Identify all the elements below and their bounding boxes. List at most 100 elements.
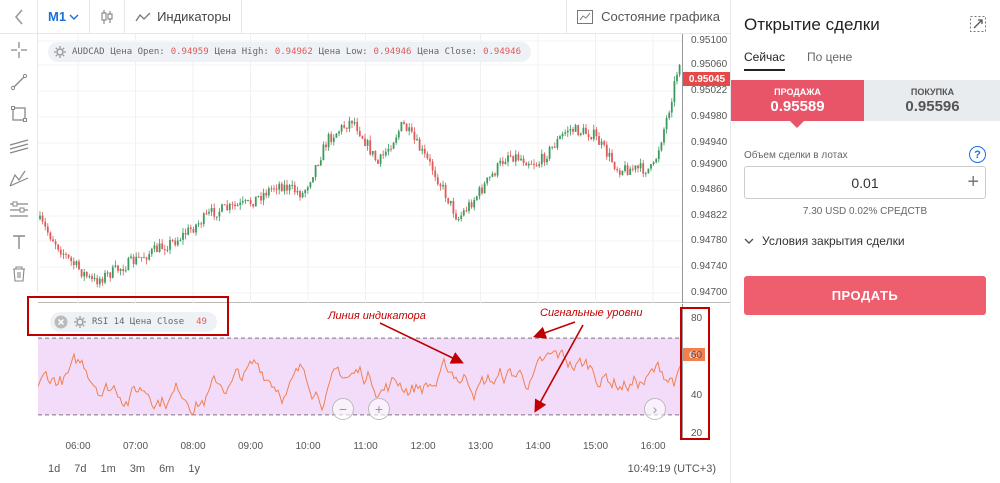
candle-body (405, 123, 408, 132)
zoom-in-button[interactable]: + (368, 398, 390, 420)
close-icon[interactable] (54, 315, 68, 329)
candle-body (262, 192, 265, 201)
range-button[interactable]: 6m (159, 463, 175, 475)
chart-type-button[interactable] (90, 0, 126, 34)
candle-body (205, 213, 208, 215)
candle-body (598, 136, 600, 145)
candle-body (340, 125, 343, 132)
candle-body (369, 140, 372, 155)
tab-now[interactable]: Сейчас (744, 50, 785, 71)
price-tick: 0.94860 (691, 184, 728, 195)
range-button[interactable]: 7d (74, 463, 87, 475)
time-tick: 14:00 (525, 441, 551, 452)
candle-body (379, 154, 382, 164)
plus-icon[interactable]: + (967, 171, 979, 193)
candle-body (512, 155, 515, 162)
price-chart[interactable]: AUDCAD Цена Open: 0.94959 Цена High: 0.9… (38, 34, 731, 303)
candle-body (286, 184, 288, 191)
candle-body (317, 165, 320, 167)
buy-price: 0.95596 (905, 98, 960, 115)
trendline-tool[interactable] (0, 66, 38, 98)
candle-body (174, 240, 177, 246)
candle-body (330, 134, 333, 142)
sell-option[interactable]: ПРОДАЖА 0.95589 (731, 80, 864, 121)
price-tick: 0.95100 (691, 35, 728, 46)
volume-field[interactable]: + (744, 166, 986, 199)
candle-body (655, 159, 658, 163)
buy-option[interactable]: ПОКУПКА 0.95596 (864, 80, 1000, 121)
candle-body (509, 155, 512, 157)
open-label: Цена Open: (110, 47, 165, 57)
candle-body (65, 253, 67, 255)
range-button[interactable]: 1d (48, 463, 61, 475)
drawing-toolbar (0, 34, 38, 292)
candle-body (283, 184, 286, 192)
candle-body (540, 153, 543, 165)
indicators-button[interactable]: Индикаторы (125, 0, 242, 34)
gann-tool[interactable] (0, 194, 38, 226)
trash-tool[interactable] (0, 258, 38, 290)
candle-body (436, 177, 439, 185)
candle-body (572, 129, 574, 132)
candle-body (135, 256, 138, 265)
candle-body (114, 265, 117, 267)
candle-body (143, 257, 145, 259)
back-button[interactable] (0, 0, 38, 34)
candle-body (106, 272, 109, 274)
candle-body (657, 150, 660, 160)
close-conditions-toggle[interactable]: Условия закрытия сделки (744, 234, 905, 248)
rsi-axis[interactable]: 62 80 60 40 20 (682, 304, 730, 439)
time-axis[interactable]: 06:00 07:00 08:00 09:00 10:00 11:00 12:00 13:00… (38, 439, 730, 455)
candle-body (153, 245, 156, 249)
indicators-label: Индикаторы (157, 9, 231, 24)
rsi-tick: 40 (691, 390, 703, 401)
chart-state-button[interactable]: Состояние графика (566, 0, 730, 34)
symbol-label: AUDCAD (72, 47, 105, 57)
rectangle-tool[interactable] (0, 98, 38, 130)
candle-body (176, 240, 179, 246)
sell-button[interactable]: ПРОДАТЬ (744, 276, 986, 315)
candle-body (78, 261, 80, 270)
text-tool[interactable] (0, 226, 38, 258)
candle-body (119, 269, 122, 271)
candle-body (384, 151, 387, 156)
crosshair-tool[interactable] (0, 34, 38, 66)
gear-icon[interactable] (54, 46, 66, 58)
tab-by-price[interactable]: По цене (806, 50, 853, 64)
zoom-out-button[interactable]: − (332, 398, 354, 420)
expand-icon (970, 16, 986, 32)
candle-body (634, 165, 637, 170)
indicators-icon (135, 12, 151, 21)
candle-body (478, 187, 481, 197)
candle-body (163, 249, 166, 251)
candle-body (158, 243, 161, 253)
channel-tool[interactable] (0, 130, 38, 162)
clock: 10:49:19 (UTC+3) (627, 463, 716, 475)
expand-button[interactable] (970, 16, 986, 37)
price-chart-plot[interactable] (38, 34, 682, 303)
range-button[interactable]: 3m (129, 463, 146, 475)
price-axis[interactable]: 0.95045 0.95100 0.95060 0.95022 0.94980 0.94… (682, 34, 731, 303)
time-tick: 06:00 (65, 441, 91, 452)
price-tick: 0.94822 (691, 210, 728, 221)
volume-info: 7.30 USD 0.02% СРЕДСТВ (802, 206, 928, 217)
candle-body (397, 131, 400, 138)
candle-body (345, 127, 348, 129)
candle-body (587, 134, 590, 138)
candle-body (455, 213, 457, 220)
scroll-right-button[interactable]: › (644, 398, 666, 420)
gear-icon[interactable] (74, 316, 86, 328)
candle-body (613, 162, 616, 169)
fibonacci-tool[interactable] (0, 162, 38, 194)
range-button[interactable]: 1y (188, 463, 200, 475)
range-button[interactable]: 1m (100, 463, 116, 475)
candle-body (447, 197, 450, 204)
close-value: 0.94946 (483, 47, 522, 57)
candle-body (88, 276, 91, 278)
help-icon[interactable]: ? (969, 146, 986, 163)
timeframe-select[interactable]: M1 (38, 0, 91, 34)
candle-body (72, 261, 75, 266)
candle-body (241, 201, 244, 203)
volume-input[interactable] (745, 167, 985, 198)
candle-body (366, 140, 369, 146)
